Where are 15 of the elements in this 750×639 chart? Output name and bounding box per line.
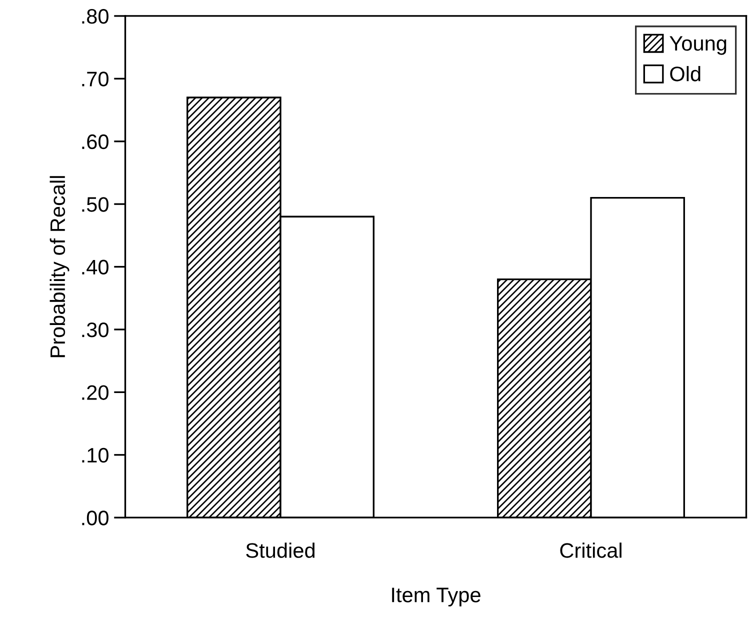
y-tick-label: .00 <box>82 510 108 526</box>
y-tick-label: .10 <box>82 448 108 463</box>
y-axis-title: Probability of Recall <box>50 176 70 358</box>
x-tick-label: Critical <box>560 542 622 558</box>
legend-label: Old <box>670 66 700 82</box>
y-tick-label: .80 <box>82 8 108 24</box>
y-tick-label: .20 <box>82 385 108 400</box>
y-tick-label: .50 <box>82 197 108 212</box>
y-tick-label: .70 <box>82 72 108 86</box>
y-tick-label: .30 <box>82 322 108 338</box>
y-tick-label: .40 <box>82 260 108 275</box>
x-tick-label: Studied <box>246 542 314 558</box>
y-tick-label: .60 <box>82 134 108 150</box>
legend-label: Young <box>670 36 726 55</box>
x-axis-title: Item Type <box>392 588 480 606</box>
